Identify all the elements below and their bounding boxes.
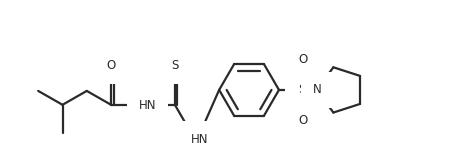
Text: O: O <box>297 53 307 66</box>
Text: O: O <box>106 59 115 72</box>
Text: S: S <box>298 83 306 96</box>
Text: HN: HN <box>138 99 156 112</box>
Text: N: N <box>312 83 321 96</box>
Text: S: S <box>171 59 178 72</box>
Text: O: O <box>297 114 307 127</box>
Text: N: N <box>321 83 330 96</box>
Text: HN: HN <box>190 133 208 146</box>
